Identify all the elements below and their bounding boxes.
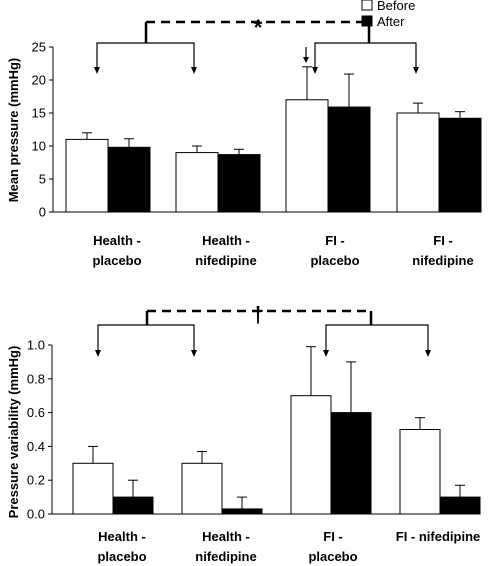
- mean-pressure-y-axis-label: Mean pressure (mmHg): [6, 58, 21, 202]
- category-label: placebo: [310, 253, 359, 268]
- mean-pressure-categories: Health - placebo Health - nifedipine FI - pla…: [92, 233, 473, 268]
- legend-label-before: Before: [377, 0, 415, 13]
- bar-after: [439, 496, 481, 515]
- pressure-variability-arrowheads: [95, 350, 431, 357]
- y-tick-label: 10: [32, 139, 46, 154]
- y-tick-label: 0.8: [27, 371, 45, 386]
- y-tick-label: 0: [39, 205, 46, 220]
- mean-pressure-chart: Mean pressure (mmHg) 0 5 10 15 20 25 Health -…: [6, 15, 482, 268]
- bar-before: [290, 395, 332, 515]
- category-label: FI -: [325, 233, 345, 248]
- mean-pressure-significance-brackets: [96, 20, 417, 67]
- arrowhead: [312, 67, 318, 74]
- category-label: Health -: [98, 529, 146, 544]
- bar-before: [396, 112, 440, 213]
- y-tick-label: 15: [32, 106, 46, 121]
- arrowhead: [95, 350, 101, 357]
- y-tick-label: 0.0: [27, 507, 45, 522]
- bar-after: [330, 412, 372, 515]
- pressure-variability-y-axis-label: Pressure variability (mmHg): [6, 346, 21, 519]
- pressure-variability-chart: Pressure variability (mmHg) 0.0 0.2 0.4 0.6…: [6, 302, 481, 564]
- bar-before: [65, 138, 109, 213]
- y-tick-label: 25: [32, 40, 46, 55]
- y-tick-label: 0.2: [27, 473, 45, 488]
- y-tick-label: 20: [32, 73, 46, 88]
- bar-before: [285, 99, 329, 213]
- bar-after: [112, 496, 154, 515]
- category-label: Health -: [202, 233, 250, 248]
- bar-after: [438, 117, 482, 213]
- mean-pressure-arrowheads: [94, 57, 419, 74]
- category-label: placebo: [92, 253, 141, 268]
- bar-before: [399, 429, 441, 515]
- category-label: Health -: [202, 529, 250, 544]
- mean-pressure-significance-mark: *: [254, 15, 263, 40]
- category-label: FI - nifedipine: [396, 529, 481, 544]
- y-tick-label: 1.0: [27, 338, 45, 353]
- bar-before: [175, 152, 219, 213]
- y-tick-label: 0.4: [27, 439, 45, 454]
- arrowhead: [191, 350, 197, 357]
- mean-pressure-y-ticks: 0 5 10 15 20 25: [32, 40, 475, 220]
- pressure-variability-bars: [72, 346, 481, 515]
- legend-label-after: After: [377, 14, 405, 29]
- category-label: nifedipine: [195, 253, 256, 268]
- bracket-fi: [325, 324, 429, 350]
- category-label: FI -: [433, 233, 453, 248]
- legend-swatch-before: [361, 0, 373, 11]
- category-label: nifedipine: [195, 549, 256, 564]
- bar-after: [221, 508, 263, 515]
- legend: Before After: [361, 0, 415, 29]
- pressure-variability-categories: Health - placebo Health - nifedipine FI - pla…: [97, 529, 480, 564]
- arrowhead: [413, 67, 419, 74]
- pressure-variability-significance-brackets: [97, 309, 429, 350]
- arrowhead: [94, 67, 100, 74]
- bar-after: [327, 106, 371, 213]
- category-label: Health -: [93, 233, 141, 248]
- y-tick-label: 0.6: [27, 405, 45, 420]
- bar-after: [217, 154, 261, 213]
- bracket-fi: [314, 42, 417, 67]
- category-label: nifedipine: [412, 253, 473, 268]
- bracket-health: [97, 324, 195, 350]
- arrowhead: [323, 350, 329, 357]
- bar-before: [181, 462, 223, 515]
- pressure-variability-significance-mark: †: [252, 302, 264, 327]
- category-label: FI -: [323, 529, 343, 544]
- category-label: placebo: [308, 549, 357, 564]
- bracket-health: [96, 42, 195, 67]
- bar-after: [107, 146, 151, 213]
- arrowhead: [425, 350, 431, 357]
- arrowhead: [303, 57, 309, 63]
- bar-before: [72, 462, 114, 515]
- y-tick-label: 5: [39, 172, 46, 187]
- mean-pressure-bars: [65, 66, 482, 213]
- arrowhead: [191, 67, 197, 74]
- category-label: placebo: [97, 549, 146, 564]
